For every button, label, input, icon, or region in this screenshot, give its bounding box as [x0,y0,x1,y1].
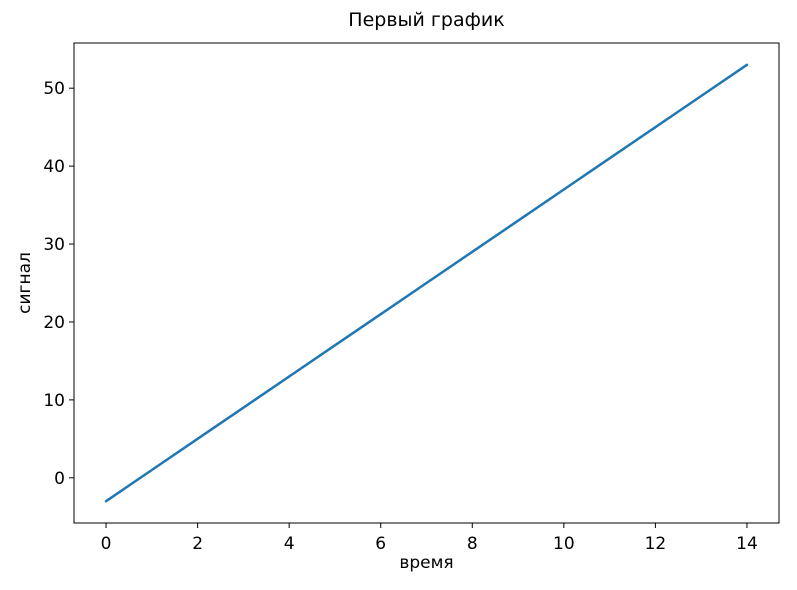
x-tick-label: 8 [467,534,478,554]
y-tick-label: 30 [43,235,65,255]
x-tick-label: 14 [736,534,758,554]
y-tick-label: 20 [43,313,65,333]
axes-spines [73,42,780,524]
y-tick-label: 50 [43,79,65,99]
y-tick-label: 0 [54,469,65,489]
data-line-series [104,63,749,503]
x-tick-label: 2 [192,534,203,554]
y-tick-label: 10 [43,391,65,411]
y-axis-label: сигнал [15,252,35,314]
x-tick-label: 4 [284,534,295,554]
x-tick-label: 10 [553,534,575,554]
x-tick-label: 0 [101,534,112,554]
y-tick-label: 40 [43,157,65,177]
chart-title: Первый график [348,9,505,31]
x-tick-label: 6 [375,534,386,554]
x-tick-label: 12 [645,534,667,554]
x-axis-label: время [399,553,454,573]
